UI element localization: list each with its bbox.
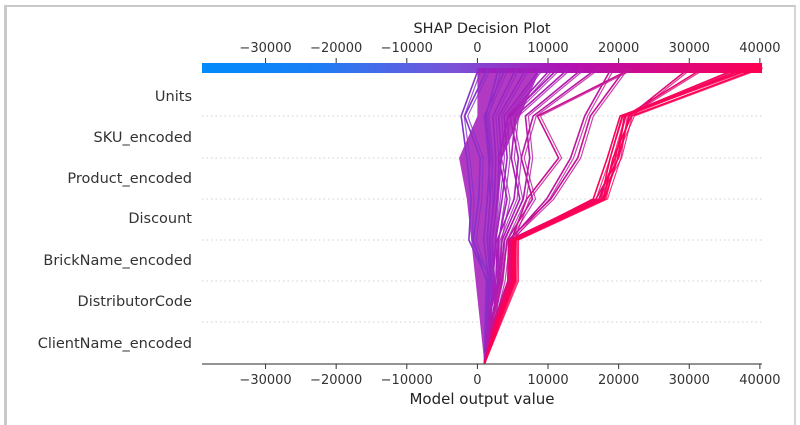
chart-title: SHAP Decision Plot [413, 21, 550, 37]
decision-trace [483, 67, 764, 365]
x-axis-title: Model output value [409, 390, 554, 408]
bottom-tick-label: −30000 [239, 373, 291, 388]
top-tick-label: 40000 [739, 41, 780, 56]
feature-label: SKU_encoded [94, 130, 192, 146]
feature-label: BrickName_encoded [43, 253, 192, 269]
top-tick-label: −10000 [381, 41, 433, 56]
decision-trace [463, 67, 489, 365]
top-tick-label: −20000 [310, 41, 362, 56]
decision-trace [482, 67, 500, 365]
decision-trace [483, 67, 750, 365]
feature-label: DistributorCode [78, 294, 193, 310]
decision-trace [483, 67, 757, 365]
top-tick-label: −30000 [239, 41, 291, 56]
bottom-tick-label: 10000 [527, 373, 568, 388]
decision-trace [483, 67, 754, 365]
trace-density [459, 68, 541, 364]
decision-trace [483, 67, 584, 365]
decision-trace [483, 67, 761, 365]
top-axis: −30000 −20000 −10000 0 10000 20000 30000 40000 [239, 41, 781, 63]
decision-trace [483, 67, 560, 365]
window-frame [4, 5, 796, 425]
decision-trace [483, 67, 553, 365]
top-tick-label: 10000 [527, 41, 568, 56]
bottom-tick-label: 0 [473, 373, 481, 388]
bottom-tick-label: 20000 [598, 373, 639, 388]
bottom-tick-label: 40000 [739, 373, 780, 388]
feature-label: Product_encoded [67, 171, 192, 187]
top-tick-label: 20000 [598, 41, 639, 56]
decision-trace [483, 67, 517, 365]
feature-label: Discount [128, 211, 192, 227]
bottom-axis: −30000 −20000 −10000 0 10000 20000 30000 40000 [202, 363, 781, 388]
feature-label: Units [155, 89, 192, 105]
bottom-tick-label: −10000 [381, 373, 433, 388]
top-tick-label: 30000 [669, 41, 710, 56]
feature-labels: Units SKU_encoded Product_encoded Discount B… [38, 89, 193, 352]
bottom-tick-label: −20000 [310, 373, 362, 388]
top-tick-label: 0 [473, 41, 481, 56]
decision-traces [459, 67, 764, 365]
bottom-tick-label: 30000 [669, 373, 710, 388]
feature-label: ClientName_encoded [38, 336, 192, 352]
decision-trace [483, 67, 634, 365]
